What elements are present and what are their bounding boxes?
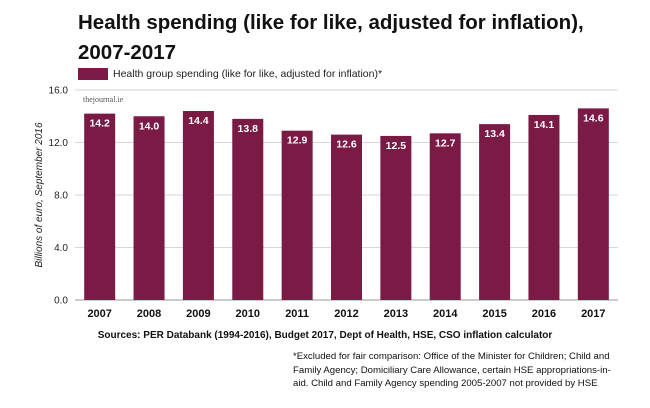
bar-value-label: 13.4	[484, 128, 505, 140]
watermark: thejournal.ie	[83, 95, 124, 104]
bar-value-label: 14.2	[89, 118, 110, 130]
bar-value-label: 13.8	[238, 123, 259, 135]
x-tick-label: 2007	[87, 308, 111, 320]
bar-value-label: 14.6	[583, 112, 604, 124]
legend: Health group spending (like for like, ad…	[78, 68, 382, 80]
x-tick-label: 2017	[581, 308, 605, 320]
x-tick-label: 2011	[285, 308, 309, 320]
x-tick-label: 2013	[384, 308, 408, 320]
x-axis-ticks: 2007 2008 2009 2010 2011 2012 2013 2014 2015 2016…	[87, 308, 605, 320]
x-tick-label: 2010	[236, 308, 260, 320]
legend-label: Health group spending (like for like, ad…	[113, 68, 383, 80]
bar	[528, 114, 560, 300]
x-tick-label: 2015	[482, 308, 506, 320]
sources-note: Sources: PER Databank (1994-2016), Budge…	[97, 330, 553, 341]
bar	[232, 118, 264, 300]
y-axis-label: Billions of euro, September 2016	[34, 122, 45, 268]
footnote: *Excluded for fair comparison: Office of…	[293, 351, 611, 389]
bar	[380, 135, 412, 300]
x-tick-label: 2014	[433, 308, 458, 320]
bars: 14.2 14.0 14.4 13.8 12.9 12.6 12.5 12.7 13.4 14.1…	[84, 108, 609, 300]
bar	[479, 124, 511, 300]
bar-value-label: 14.0	[139, 120, 160, 132]
bar	[133, 116, 165, 300]
bar-value-label: 12.5	[386, 140, 407, 152]
y-tick-label: 0.0	[54, 296, 68, 307]
bar-value-label: 14.1	[534, 119, 555, 131]
bar	[84, 113, 116, 300]
x-tick-label: 2009	[186, 308, 210, 320]
x-tick-label: 2012	[334, 308, 358, 320]
chart-title: Health spending (like for like, adjusted…	[78, 11, 584, 64]
y-tick-label: 16.0	[49, 86, 69, 97]
bar	[331, 134, 362, 300]
y-axis-ticks: 0.0 4.0 8.0 12.0 16.0	[49, 86, 69, 307]
bar-value-label: 14.4	[188, 115, 209, 127]
bar-value-label: 12.9	[287, 135, 308, 147]
bar	[182, 111, 214, 300]
x-tick-label: 2016	[532, 308, 556, 320]
x-tick-label: 2008	[137, 308, 161, 320]
y-tick-label: 4.0	[54, 243, 68, 254]
bar	[577, 108, 609, 300]
bar	[281, 130, 313, 300]
bar-value-label: 12.6	[336, 139, 357, 151]
bar-value-label: 12.7	[435, 137, 456, 149]
y-tick-label: 8.0	[54, 191, 68, 202]
legend-swatch	[78, 68, 108, 80]
bar	[429, 133, 461, 300]
y-tick-label: 12.0	[49, 138, 69, 149]
